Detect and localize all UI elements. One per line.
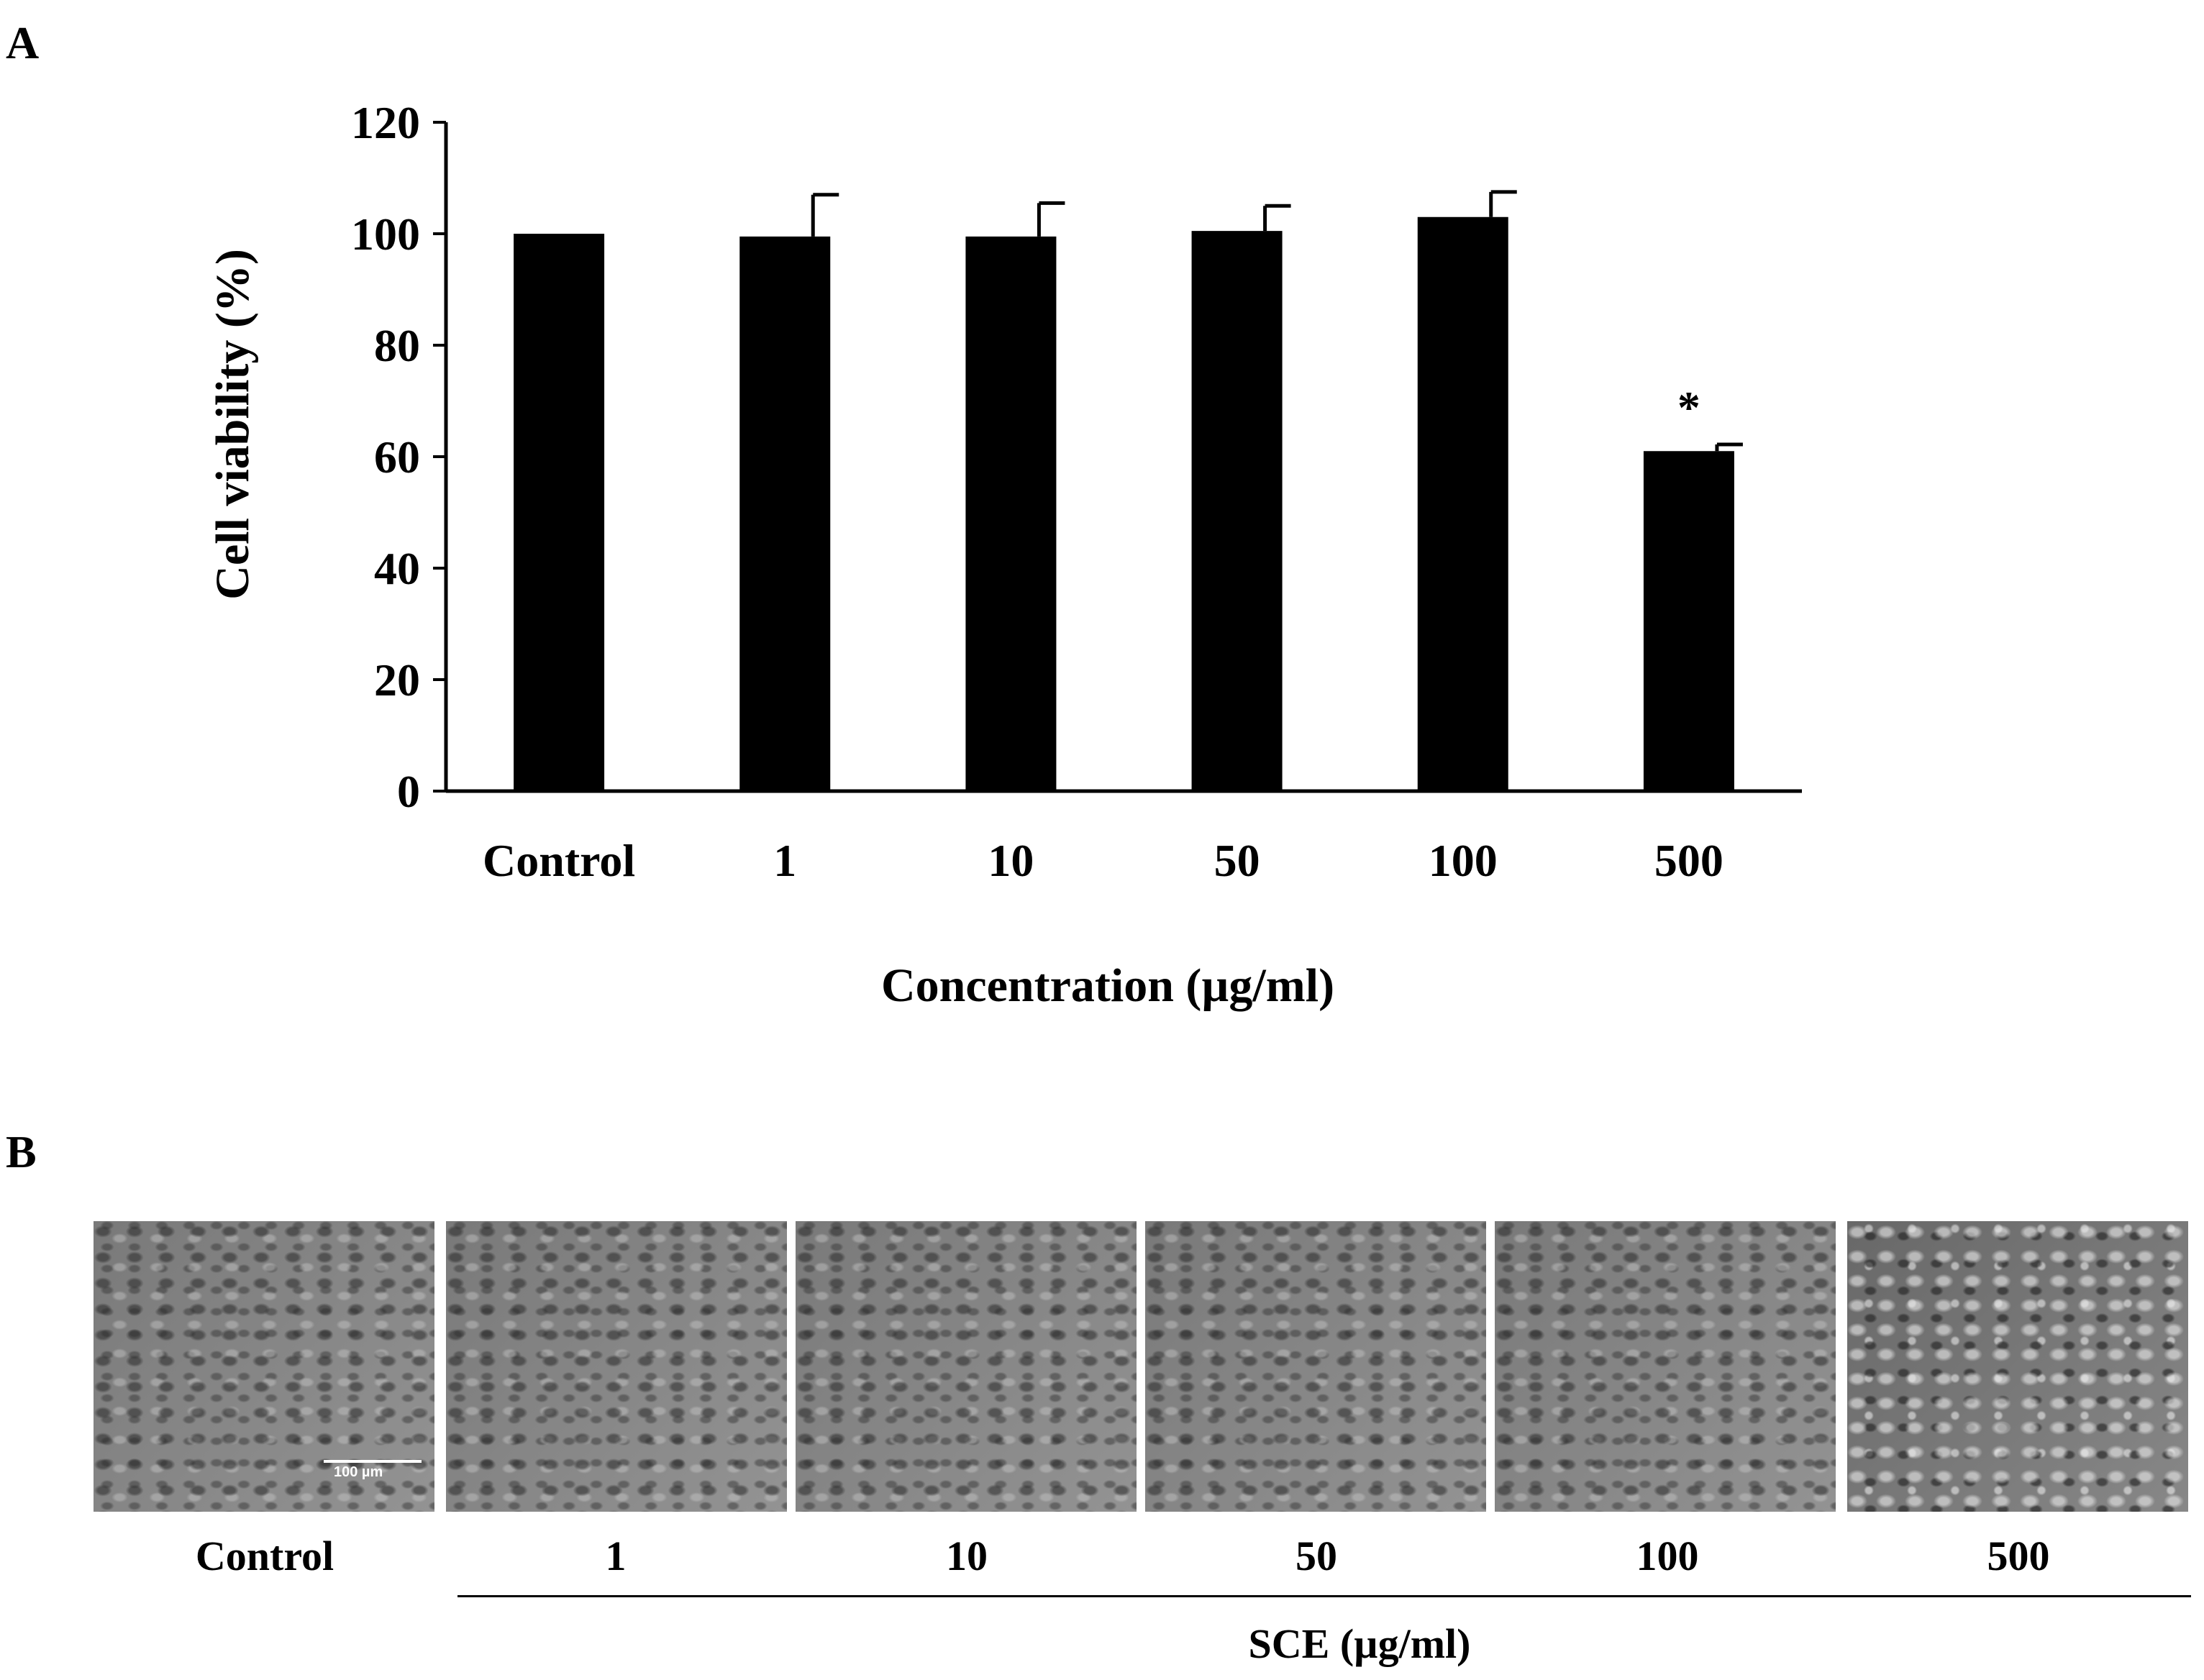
y-tick-label: 40 bbox=[374, 543, 420, 594]
error-bars: * bbox=[811, 190, 1743, 452]
micrograph-label-control: Control bbox=[195, 1533, 334, 1579]
x-tick-label: 50 bbox=[1214, 835, 1260, 886]
y-tick-label: 80 bbox=[374, 320, 420, 371]
x-axis-title: Concentration (µg/ml) bbox=[881, 959, 1334, 1012]
micrograph-500 bbox=[1847, 1221, 2188, 1512]
significance-marker: * bbox=[1677, 382, 1700, 433]
bar-10 bbox=[965, 236, 1057, 791]
sce-group-line bbox=[457, 1595, 2191, 1597]
scale-bar bbox=[324, 1460, 422, 1463]
bar-100 bbox=[1417, 216, 1508, 791]
sce-group-title: SCE (µg/ml) bbox=[1248, 1620, 1471, 1667]
micrograph-50 bbox=[1145, 1221, 1486, 1512]
panel-a-label: A bbox=[6, 17, 40, 68]
panel-b-label: B bbox=[6, 1126, 37, 1177]
micrograph-1 bbox=[446, 1221, 787, 1512]
x-tick-label: 500 bbox=[1654, 835, 1723, 886]
micrograph-100 bbox=[1495, 1221, 1836, 1512]
scale-bar-label: 100 µm bbox=[334, 1464, 383, 1480]
bar-500 bbox=[1643, 451, 1734, 791]
x-tick-label: 1 bbox=[773, 835, 796, 886]
bars bbox=[514, 216, 1734, 791]
x-tick-labels: Control 1 10 50 100 500 bbox=[483, 835, 1723, 886]
y-tick-label: 20 bbox=[374, 654, 420, 706]
y-tick-label: 120 bbox=[351, 97, 420, 148]
y-axis-title: Cell viability (%) bbox=[206, 249, 259, 600]
micrograph-10 bbox=[796, 1221, 1137, 1512]
bar-50 bbox=[1191, 231, 1283, 791]
micrograph-label-100: 100 bbox=[1636, 1533, 1699, 1579]
micrograph-label-10: 10 bbox=[946, 1533, 988, 1579]
x-tick-label: 10 bbox=[988, 835, 1034, 886]
micrograph-control: 100 µm bbox=[94, 1221, 434, 1512]
bar-chart: 0 20 40 60 80 100 120 * Control 1 10 50 100 500 Cel… bbox=[206, 97, 1802, 1012]
y-tick-label: 60 bbox=[374, 432, 420, 483]
y-tick-label: 0 bbox=[397, 766, 420, 817]
y-axis-ticks: 0 20 40 60 80 100 120 bbox=[351, 97, 446, 817]
micrograph-label-50: 50 bbox=[1295, 1533, 1337, 1579]
bar-control bbox=[514, 234, 605, 791]
bar-1 bbox=[739, 236, 831, 791]
x-tick-label: Control bbox=[483, 835, 635, 886]
micrograph-label-500: 500 bbox=[1987, 1533, 2050, 1579]
y-tick-label: 100 bbox=[351, 209, 420, 260]
micrograph-label-1: 1 bbox=[605, 1533, 627, 1579]
x-tick-label: 100 bbox=[1429, 835, 1498, 886]
